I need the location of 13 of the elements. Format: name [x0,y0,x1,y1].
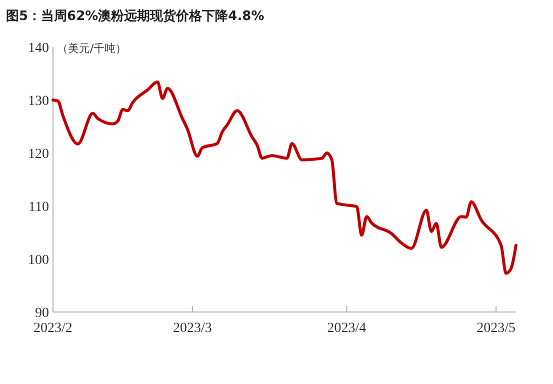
chart-title: 图5：当周62%澳粉远期现货价格下降4.8% [6,8,264,24]
y-axis-title: （美元/千吨） [57,42,127,55]
y-tick-label: 140 [28,40,49,56]
y-tick-label: 100 [28,252,49,268]
y-tick-label: 120 [28,146,49,162]
x-tick-label: 2023/3 [172,321,212,336]
y-tick-label: 90 [35,306,49,321]
x-tick-label: 2023/2 [34,321,72,336]
line-series [52,80,518,275]
y-tick-label: 130 [28,94,49,109]
x-tick-label: 2023/4 [327,321,366,336]
y-tick-label: 110 [28,200,49,215]
x-tick-label: 2023/5 [476,321,516,336]
